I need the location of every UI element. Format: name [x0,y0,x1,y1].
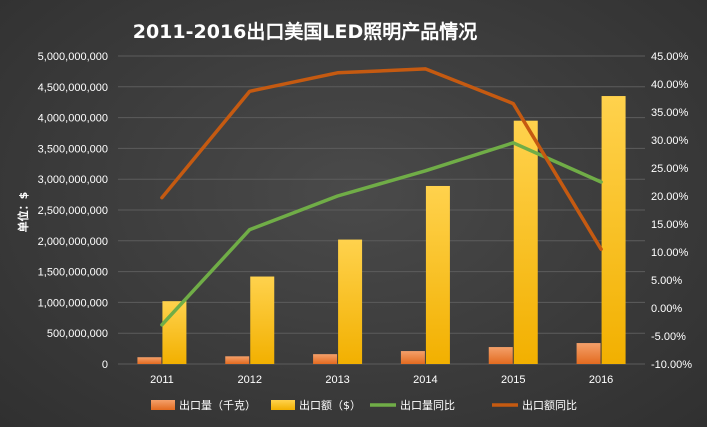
x-tick-label: 2012 [238,374,262,386]
bar-export-volume [313,354,338,364]
right-tick-label: 0.00% [651,303,682,315]
right-tick-label: 25.00% [651,163,689,175]
bar-export-value [425,185,450,364]
left-axis: 0 500,000,000 1,000,000,000 1,500,000,000 2,… [38,51,108,371]
x-tick-label: 2013 [325,374,349,386]
bar-export-value [250,276,275,364]
x-tick-label: 2014 [413,374,437,386]
legend-label: 出口额（$） [299,398,361,412]
legend-swatch [271,400,295,410]
lines [160,67,603,327]
bar-export-volume [488,347,513,364]
right-tick-label: 15.00% [651,219,689,231]
left-tick-label: 3,500,000,000 [38,143,108,155]
right-tick-label: 30.00% [651,135,689,147]
bar-export-value [338,239,363,364]
y-axis-title: 单位：$ [16,192,30,233]
legend-label: 出口额同比 [522,398,577,412]
bar-export-volume [137,357,162,364]
bar-export-volume [400,351,425,364]
x-axis: 2011 2012 2013 2014 2015 2016 [150,374,613,386]
left-tick-label: 4,500,000,000 [38,82,108,94]
left-tick-label: 500,000,000 [47,328,108,340]
line-volume-yoy [160,141,603,327]
bars [137,96,626,365]
bar-export-value [513,120,538,365]
grid-lines [118,55,645,365]
right-tick-label: 40.00% [651,79,689,91]
left-tick-label: 1,500,000,000 [38,267,108,279]
legend-label: 出口量（千克） [179,398,256,412]
legend: 出口量（千克） 出口额（$） 出口量同比 出口额同比 [151,398,577,412]
left-tick-label: 2,000,000,000 [38,236,108,248]
left-tick-label: 5,000,000,000 [38,51,108,63]
x-tick-label: 2016 [589,374,613,386]
right-tick-label: 10.00% [651,247,689,259]
legend-label: 出口量同比 [400,398,455,412]
right-axis: -10.00% -5.00% 0.00% 5.00% 10.00% 15.00% 20.00… [651,51,692,371]
left-tick-label: 0 [102,359,108,371]
bar-export-volume [225,356,250,364]
bar-export-volume [576,343,601,364]
left-tick-label: 2,500,000,000 [38,205,108,217]
right-tick-label: -5.00% [651,331,686,343]
x-tick-label: 2015 [501,374,525,386]
left-tick-label: 1,000,000,000 [38,297,108,309]
left-tick-label: 3,000,000,000 [38,174,108,186]
x-tick-label: 2011 [150,374,174,386]
right-tick-label: 20.00% [651,191,689,203]
line-value-yoy [160,67,603,251]
right-tick-label: 5.00% [651,275,682,287]
right-tick-label: 45.00% [651,51,689,63]
left-tick-label: 4,000,000,000 [38,113,108,125]
right-tick-label: 35.00% [651,107,689,119]
bar-export-value [601,96,626,364]
chart-title: 2011-2016出口美国LED照明产品情况 [133,20,478,43]
legend-swatch [151,400,175,410]
right-tick-label: -10.00% [651,359,692,371]
